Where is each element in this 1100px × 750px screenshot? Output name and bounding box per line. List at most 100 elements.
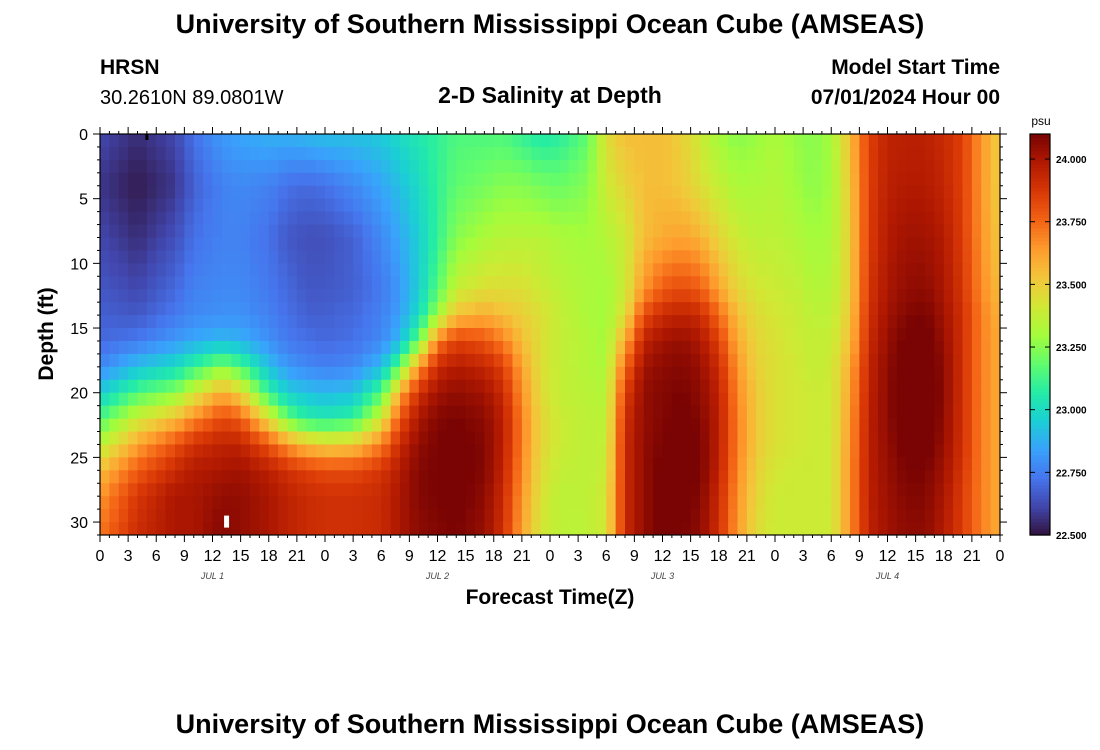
heatmap-cell: [906, 483, 917, 497]
heatmap-cell: [906, 159, 917, 174]
x-tick-label: 21: [738, 548, 756, 565]
heatmap-cell: [859, 379, 870, 394]
heatmap-cell: [878, 198, 889, 213]
heatmap-cell: [390, 172, 401, 187]
heatmap-cell: [953, 134, 964, 148]
heatmap-cell: [175, 185, 185, 200]
heatmap-cell: [568, 211, 579, 226]
colorbar-band: [1030, 478, 1050, 483]
heatmap-cell: [953, 211, 964, 226]
heatmap-cell: [409, 366, 420, 381]
heatmap-cell: [587, 159, 598, 174]
heatmap-cell: [746, 483, 757, 497]
heatmap-cell: [278, 392, 289, 407]
heatmap-cell: [428, 470, 439, 484]
heatmap-cell: [793, 134, 804, 148]
heatmap-cell: [681, 146, 692, 161]
heatmap-cell: [240, 224, 251, 239]
heatmap-cell: [371, 159, 382, 174]
heatmap-cell: [887, 276, 898, 290]
heatmap-cell: [662, 379, 673, 394]
heatmap-cell: [765, 224, 776, 239]
heatmap-cell: [709, 418, 720, 433]
heatmap-cell: [315, 289, 326, 303]
heatmap-cell: [962, 315, 973, 329]
heatmap-cell: [700, 496, 710, 510]
heatmap-cell: [475, 198, 485, 213]
heatmap-cell: [587, 198, 598, 213]
heatmap-cell: [118, 185, 129, 200]
heatmap-cell: [531, 289, 542, 303]
heatmap-cell: [343, 302, 354, 316]
heatmap-cell: [925, 263, 935, 277]
heatmap-cell: [643, 353, 654, 368]
heatmap-cell: [325, 328, 335, 342]
heatmap-cell: [512, 315, 523, 329]
heatmap-cell: [184, 289, 195, 303]
heatmap-cell: [578, 444, 589, 458]
heatmap-cell: [287, 457, 298, 471]
heatmap-cell: [896, 457, 907, 471]
heatmap-cell: [803, 340, 814, 355]
heatmap-cell: [934, 328, 945, 342]
heatmap-cell: [850, 302, 860, 316]
heatmap-cell: [559, 185, 570, 200]
heatmap-cell: [831, 483, 842, 497]
colorbar-band: [1030, 384, 1050, 389]
heatmap-cell: [925, 496, 935, 510]
heatmap-cell: [400, 328, 410, 342]
heatmap-cell: [250, 276, 260, 290]
heatmap-cell: [175, 159, 185, 174]
heatmap-cell: [109, 496, 120, 510]
heatmap-cell: [775, 224, 785, 239]
heatmap-cell: [756, 340, 767, 355]
heatmap-cell: [193, 237, 204, 252]
heatmap-cell: [221, 444, 232, 458]
heatmap-cell: [690, 315, 701, 329]
heatmap-cell: [512, 198, 523, 213]
heatmap-cell: [240, 457, 251, 471]
heatmap-cell: [437, 211, 448, 226]
heatmap-cell: [737, 392, 748, 407]
colorbar-band: [1030, 204, 1050, 209]
heatmap-cell: [559, 198, 570, 213]
heatmap-cell: [559, 340, 570, 355]
heatmap-cell: [615, 276, 626, 290]
heatmap-cell: [400, 496, 410, 510]
heatmap-cell: [521, 483, 532, 497]
heatmap-cell: [756, 134, 767, 148]
heatmap-cell: [728, 470, 739, 484]
heatmap-cell: [362, 263, 373, 277]
heatmap-cell: [381, 340, 392, 355]
heatmap-cell: [550, 172, 560, 187]
heatmap-cell: [418, 457, 429, 471]
heatmap-cell: [493, 224, 504, 239]
heatmap-cell: [625, 366, 635, 381]
heatmap-cell: [962, 457, 973, 471]
heatmap-cell: [390, 328, 401, 342]
heatmap-cell: [165, 263, 176, 277]
heatmap-cell: [334, 470, 345, 484]
heatmap-cell: [775, 444, 785, 458]
heatmap-cell: [531, 522, 542, 535]
heatmap-cell: [540, 315, 551, 329]
heatmap-cell: [465, 302, 476, 316]
heatmap-cell: [981, 328, 992, 342]
heatmap-cell: [831, 457, 842, 471]
colorbar-band: [1030, 518, 1050, 523]
heatmap-cell: [540, 328, 551, 342]
heatmap-cell: [521, 392, 532, 407]
heatmap-cell: [128, 509, 139, 523]
heatmap-cell: [746, 172, 757, 187]
heatmap-cell: [756, 431, 767, 446]
heatmap-cell: [690, 522, 701, 535]
heatmap-cell: [878, 457, 889, 471]
heatmap-cell: [325, 418, 335, 433]
x-tick-label: 21: [963, 548, 981, 565]
heatmap-cell: [671, 522, 682, 535]
colorbar-band: [1030, 464, 1050, 469]
heatmap-cell: [390, 379, 401, 394]
heatmap-cell: [315, 470, 326, 484]
heatmap-cell: [934, 405, 945, 420]
heatmap-cell: [756, 198, 767, 213]
